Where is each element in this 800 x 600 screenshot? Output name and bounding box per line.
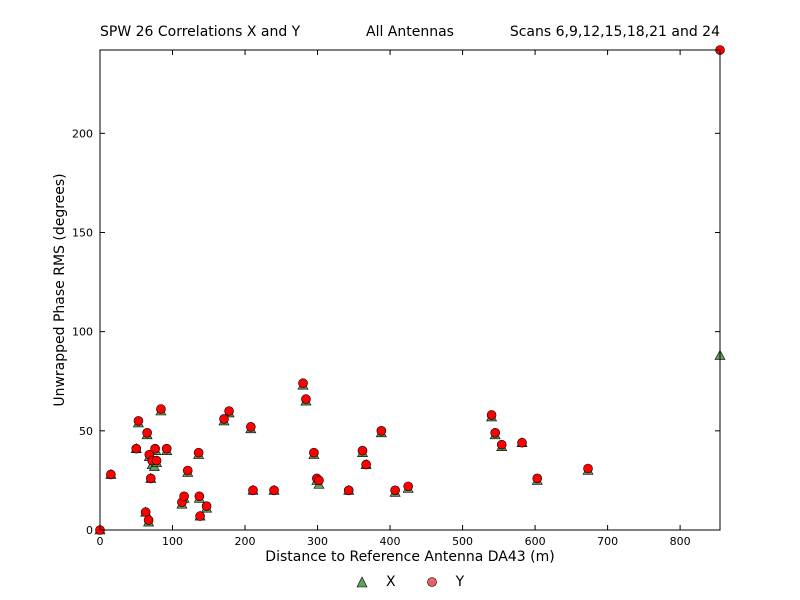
y-data-point [357, 445, 368, 456]
y-tick-label: 200 [72, 127, 93, 140]
chart-title-right: Scans 6,9,12,15,18,21 and 24 [509, 24, 720, 40]
series-y-marks [95, 45, 725, 535]
y-data-point [390, 485, 400, 496]
y-data-point [133, 416, 144, 426]
y-data-point [376, 426, 387, 436]
y-axis-ticks: 0 50 100 150 200 [72, 127, 720, 537]
y-data-point [182, 465, 193, 476]
y-data-point [403, 481, 413, 492]
y-data-point [150, 443, 160, 454]
x-axis-ticks: 0 100 200 300 400 500 600 700 800 [97, 50, 691, 548]
y-tick-label: 100 [72, 326, 93, 339]
y-data-point [246, 422, 256, 432]
x-tick-label: 700 [597, 535, 618, 548]
y-data-point [151, 455, 162, 466]
x-tick-label: 0 [97, 535, 104, 548]
x-tick-label: 200 [235, 535, 256, 548]
y-tick-label: 50 [79, 425, 93, 438]
y-data-point [361, 459, 371, 470]
y-data-point [490, 428, 501, 438]
y-data-point [194, 491, 205, 502]
y-data-point [269, 485, 279, 496]
y-data-point [195, 511, 205, 521]
y-data-point [219, 414, 229, 424]
y-data-point [193, 447, 204, 458]
y-data-point [343, 485, 354, 496]
y-data-point [532, 473, 543, 484]
y-data-point [583, 463, 593, 474]
x-tick-label: 500 [452, 535, 473, 548]
plot-frame [99, 49, 721, 531]
circle-marker-icon [426, 577, 437, 587]
y-data-point [298, 378, 308, 389]
triangle-marker-icon [356, 576, 368, 588]
x-tick-label: 800 [670, 535, 691, 548]
y-data-point [301, 394, 311, 404]
y-data-point [309, 447, 319, 458]
y-data-point [201, 501, 212, 511]
y-data-point [248, 485, 258, 496]
y-data-point [142, 428, 152, 438]
x-tick-label: 100 [162, 535, 183, 548]
y-data-point [486, 410, 497, 420]
y-data-point [143, 515, 154, 525]
y-data-point [224, 406, 234, 416]
chart-title-center: All Antennas [366, 24, 454, 40]
y-axis-label: Unwrapped Phase RMS (degrees) [52, 173, 68, 406]
series-x-marks [94, 349, 726, 535]
chart-title-left: SPW 26 Correlations X and Y [100, 24, 301, 40]
y-data-point [106, 469, 116, 480]
legend-label-y: Y [455, 574, 465, 590]
y-tick-label: 150 [72, 226, 93, 239]
x-tick-label: 600 [525, 535, 546, 548]
y-data-point [496, 439, 507, 450]
y-data-point [314, 475, 324, 486]
y-data-point [179, 491, 189, 502]
y-data-point [161, 443, 172, 454]
x-tick-label: 400 [380, 535, 401, 548]
x-tick-label: 300 [307, 535, 328, 548]
y-tick-label: 0 [86, 524, 93, 537]
legend-item-x: X [356, 574, 396, 590]
y-data-point [145, 473, 156, 484]
legend-label-x: X [386, 574, 396, 590]
y-data-point [156, 404, 166, 414]
y-data-point [131, 443, 142, 454]
x-axis-label: Distance to Reference Antenna DA43 (m) [265, 549, 554, 565]
legend-item-y: Y [426, 574, 465, 590]
legend: X Y [356, 574, 494, 590]
y-data-point [517, 437, 527, 448]
